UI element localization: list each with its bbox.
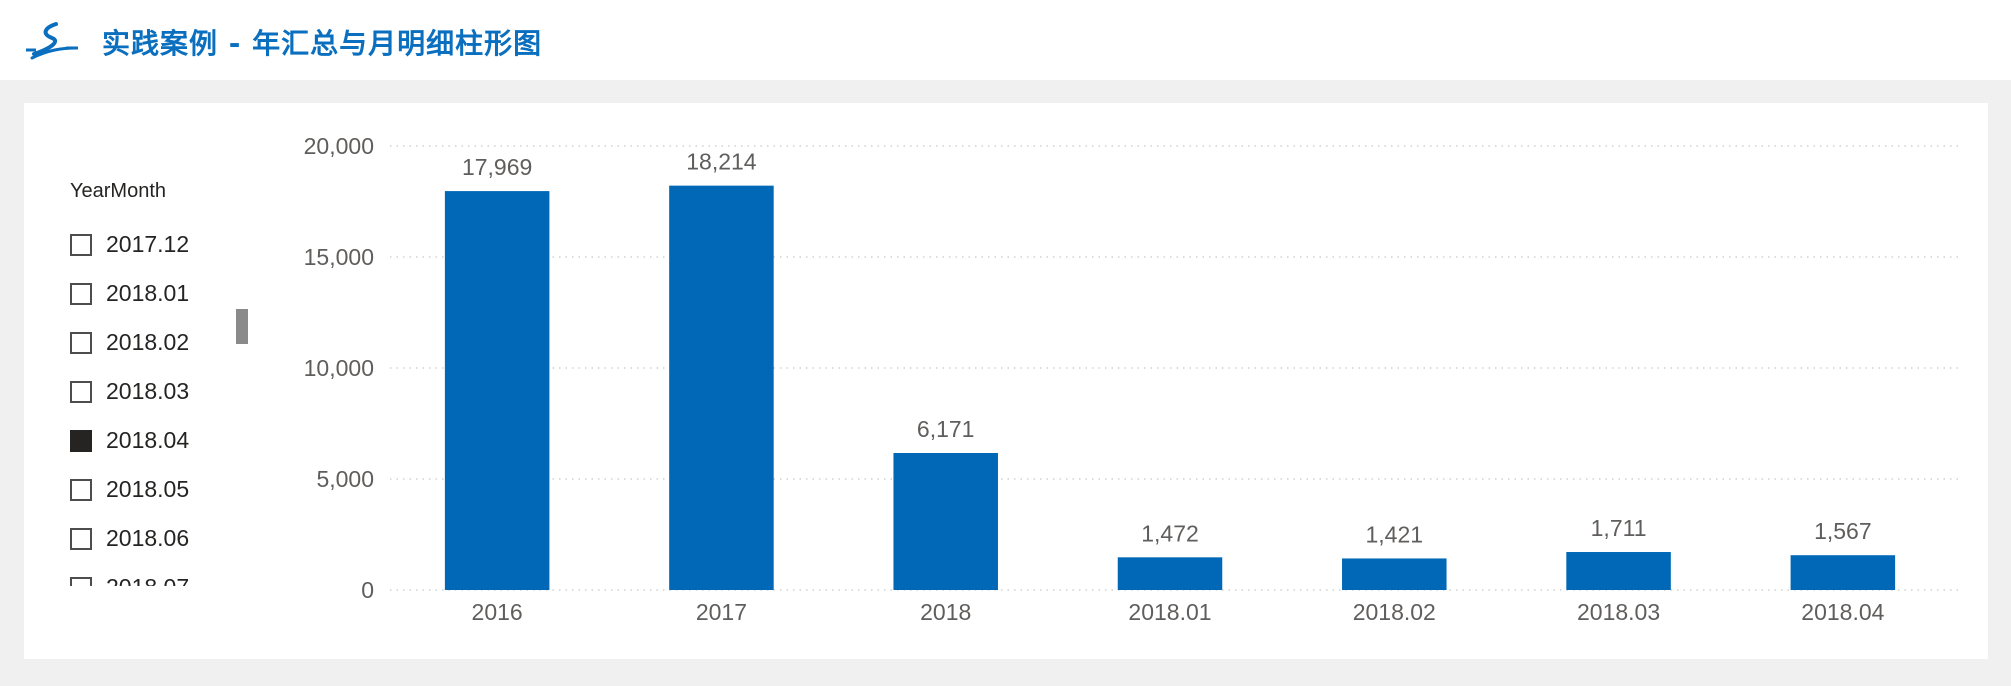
y-tick-label: 0 <box>361 577 374 603</box>
x-tick-label: 2018 <box>920 599 971 625</box>
slicer-checkbox[interactable] <box>70 282 92 305</box>
data-label: 6,171 <box>917 416 975 442</box>
slicer-checkbox[interactable] <box>70 380 92 403</box>
bar[interactable] <box>1566 552 1671 590</box>
y-tick-label: 10,000 <box>304 355 374 381</box>
slicer-item[interactable]: 2018.05 <box>70 465 240 514</box>
data-label: 18,214 <box>686 149 757 175</box>
bar[interactable] <box>669 185 774 590</box>
slicer-title: YearMonth <box>70 180 166 202</box>
bar[interactable] <box>893 453 998 590</box>
slicer-checkbox[interactable] <box>70 233 92 256</box>
slicer-item[interactable]: 2017.12 <box>70 220 240 269</box>
slicer-checkbox[interactable] <box>70 576 92 586</box>
slicer-item-label: 2018.05 <box>106 476 190 502</box>
y-tick-label: 20,000 <box>304 133 374 159</box>
slicer-item[interactable]: 2018.03 <box>70 367 240 416</box>
slicer-checkbox[interactable] <box>70 331 92 354</box>
slicer-checkbox[interactable] <box>70 478 92 501</box>
slicer-item-label: 2018.01 <box>106 280 190 306</box>
data-label: 1,472 <box>1141 520 1199 546</box>
y-tick-label: 5,000 <box>316 466 374 492</box>
bar[interactable] <box>444 191 550 590</box>
x-tick-label: 2018.04 <box>1801 599 1884 625</box>
slicer-item[interactable]: 2018.06 <box>70 514 240 563</box>
slicer-checkbox[interactable] <box>70 527 92 550</box>
bar-chart: 0 5,000 10,000 15,000 20,000 17,969 2016 18,214… <box>304 133 1960 625</box>
yearmonth-slicer[interactable]: 2017.12 2018.01 2018.02 2018.03 2018.04 2018.… <box>70 220 240 586</box>
y-tick-label: 15,000 <box>304 244 374 270</box>
bar[interactable] <box>1342 558 1447 590</box>
slicer-item[interactable]: 2018.07 <box>70 563 240 586</box>
data-label: 1,711 <box>1591 515 1647 541</box>
slicer-item[interactable]: 2018.04 <box>70 416 240 465</box>
bar[interactable] <box>1790 555 1896 590</box>
slicer-item-label: 2018.02 <box>106 329 190 355</box>
data-label: 1,567 <box>1814 518 1872 544</box>
slicer-scrollbar[interactable] <box>236 309 248 344</box>
bar[interactable] <box>1117 557 1223 590</box>
data-label: 17,969 <box>462 154 532 180</box>
swoosh-logo-icon <box>26 22 78 60</box>
page-title: 实践案例 - 年汇总与月明细柱形图 <box>102 27 543 60</box>
slicer-item-label: 2018.03 <box>106 378 190 404</box>
x-tick-label: 2016 <box>472 599 523 625</box>
slicer-item-label: 2018.04 <box>106 427 190 453</box>
slicer-item-label: 2018.07 <box>106 574 189 586</box>
x-tick-label: 2018.02 <box>1353 599 1436 625</box>
slicer-item-label: 2018.06 <box>106 525 190 551</box>
data-label: 1,421 <box>1366 521 1424 547</box>
x-tick-label: 2017 <box>696 599 747 625</box>
x-tick-label: 2018.01 <box>1128 599 1211 625</box>
report-header: 实践案例 - 年汇总与月明细柱形图 <box>0 0 2011 80</box>
slicer-item[interactable]: 2018.01 <box>70 269 240 318</box>
x-tick-label: 2018.03 <box>1577 599 1660 625</box>
slicer-checkbox[interactable] <box>70 429 92 452</box>
slicer-item[interactable]: 2018.02 <box>70 318 240 367</box>
slicer-item-label: 2017.12 <box>106 231 190 257</box>
